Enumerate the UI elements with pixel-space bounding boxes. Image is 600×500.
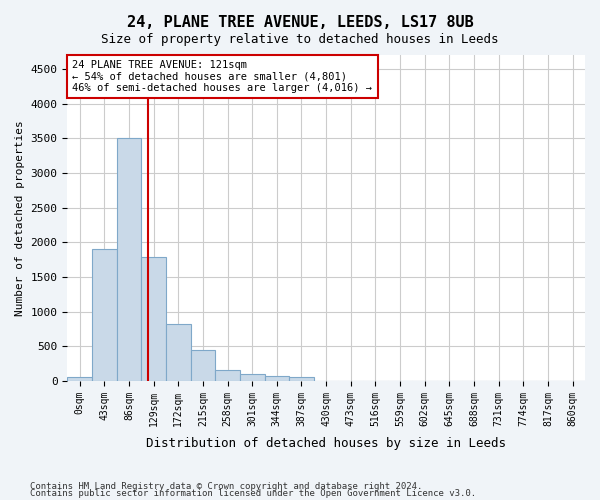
Bar bbox=[240, 374, 265, 381]
Bar bbox=[67, 378, 92, 381]
Text: Contains HM Land Registry data © Crown copyright and database right 2024.: Contains HM Land Registry data © Crown c… bbox=[30, 482, 422, 491]
Text: Size of property relative to detached houses in Leeds: Size of property relative to detached ho… bbox=[101, 32, 499, 46]
Y-axis label: Number of detached properties: Number of detached properties bbox=[15, 120, 25, 316]
Bar bbox=[265, 376, 289, 381]
Text: 24, PLANE TREE AVENUE, LEEDS, LS17 8UB: 24, PLANE TREE AVENUE, LEEDS, LS17 8UB bbox=[127, 15, 473, 30]
Bar bbox=[166, 324, 191, 381]
Bar bbox=[191, 350, 215, 381]
Bar bbox=[141, 258, 166, 381]
Bar bbox=[289, 377, 314, 381]
Text: Contains public sector information licensed under the Open Government Licence v3: Contains public sector information licen… bbox=[30, 490, 476, 498]
Bar bbox=[215, 370, 240, 381]
Bar bbox=[92, 249, 116, 381]
Text: 24 PLANE TREE AVENUE: 121sqm
← 54% of detached houses are smaller (4,801)
46% of: 24 PLANE TREE AVENUE: 121sqm ← 54% of de… bbox=[73, 60, 373, 93]
Bar bbox=[116, 138, 141, 381]
X-axis label: Distribution of detached houses by size in Leeds: Distribution of detached houses by size … bbox=[146, 437, 506, 450]
